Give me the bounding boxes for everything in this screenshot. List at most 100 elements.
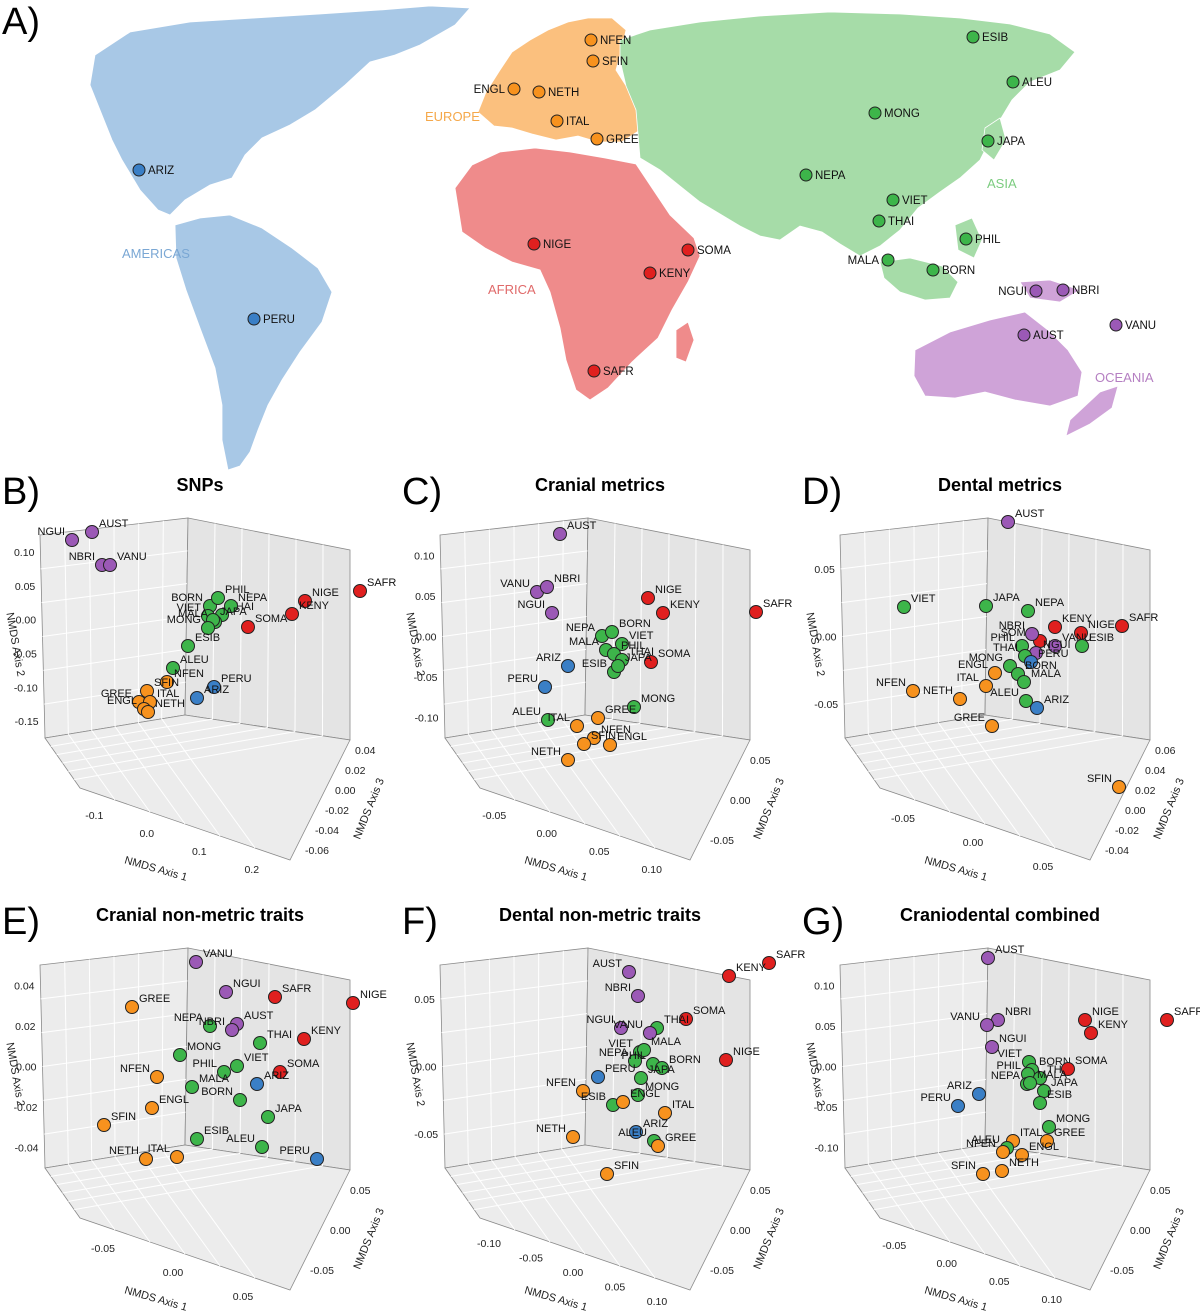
point-label-keny: KENY — [311, 1025, 342, 1037]
point-label-phil: PHIL — [622, 1050, 646, 1062]
point-label-neth: NETH — [531, 746, 561, 758]
z-tick-label: -0.05 — [710, 1265, 734, 1277]
grid-line — [474, 735, 723, 781]
point-aleu — [255, 1140, 269, 1154]
point-vanu — [103, 558, 117, 572]
x-tick-label: 0.10 — [642, 864, 663, 876]
point-mala — [1023, 1076, 1037, 1090]
point-label-mong: MONG — [187, 1041, 221, 1053]
point-label-vanu: VANU — [950, 1011, 980, 1023]
map-marker-neth — [532, 85, 546, 99]
x-tick-label: 0.1 — [192, 846, 207, 858]
map-marker-japa — [981, 134, 995, 148]
map-marker-nepa — [799, 168, 813, 182]
point-label-japa: JAPA — [275, 1103, 302, 1115]
map-marker-soma — [681, 243, 695, 257]
grid-line — [322, 974, 324, 1166]
panel-letter: D) — [802, 471, 842, 513]
x-tick-label: 0.00 — [937, 1258, 958, 1270]
x-axis-title: NMDS Axis 1 — [523, 854, 589, 883]
y-tick-label: -0.05 — [13, 648, 37, 660]
point-label-keny: KENY — [1062, 613, 1093, 625]
grid-line — [114, 1156, 186, 1255]
point-ariz — [190, 691, 204, 705]
grid-line — [1012, 953, 1016, 1150]
point-label-aust: AUST — [1015, 508, 1045, 520]
panel-a-letter: A) — [2, 1, 40, 43]
grid-line — [1067, 963, 1070, 1158]
point-neth — [139, 1152, 153, 1166]
y-tick-label: -0.10 — [815, 1143, 839, 1155]
grid-line — [56, 722, 241, 756]
grid-line — [856, 722, 1041, 756]
point-label-engl: ENGL — [617, 731, 647, 743]
point-label-viet: VIET — [609, 1038, 634, 1050]
grid-line — [1039, 958, 1043, 1154]
map-marker-gree — [590, 132, 604, 146]
z-tick-label: 0.05 — [350, 1185, 371, 1197]
x-axis-title: NMDS Axis 1 — [923, 1284, 989, 1313]
grid-line — [1067, 533, 1070, 728]
map-label-gree: GREE — [606, 134, 639, 146]
point-nbri — [631, 989, 645, 1003]
point-vanu — [1048, 639, 1062, 653]
point-ngui — [545, 606, 559, 620]
point-label-engl: ENGL — [958, 659, 988, 671]
z-tick-label: -0.02 — [325, 805, 349, 817]
point-label-gree: GREE — [605, 704, 636, 716]
point-keny — [1048, 620, 1062, 634]
point-label-neth: NETH — [923, 685, 953, 697]
point-engl — [145, 1101, 159, 1115]
point-label-neth: NETH — [1009, 1157, 1039, 1169]
point-label-japa: JAPA — [993, 592, 1020, 604]
point-esib — [1033, 1096, 1047, 1110]
grid-line — [514, 1156, 586, 1255]
z-tick-label: 0.04 — [1145, 765, 1166, 777]
y-tick-label: 0.00 — [416, 632, 437, 644]
panel-letter: E) — [2, 901, 40, 943]
point-gree — [985, 719, 999, 733]
point-ital — [570, 719, 584, 733]
point-label-gree: GREE — [101, 688, 132, 700]
point-neth — [566, 1130, 580, 1144]
point-nige — [298, 594, 312, 608]
point-label-japa: JAPA — [220, 606, 247, 618]
point-label-esib: ESIB — [1089, 632, 1114, 644]
point-ariz — [972, 1087, 986, 1101]
grid-line — [468, 731, 696, 772]
y-tick-label: 0.05 — [15, 581, 36, 593]
map-label-aleu: ALEU — [1022, 77, 1052, 89]
point-label-aust: AUST — [244, 1010, 274, 1022]
point-label-mala: MALA — [199, 1073, 230, 1085]
point-label-nepa: NEPA — [991, 1070, 1021, 1082]
grid-line — [74, 1165, 323, 1211]
point-label-vanu: VANU — [203, 948, 233, 960]
point-label-mala: MALA — [651, 1036, 682, 1048]
landmass-oceania-2 — [1065, 385, 1119, 437]
z-axis-title: NMDS Axis 3 — [352, 1207, 387, 1272]
point-aleu — [1019, 694, 1033, 708]
point-safr — [1160, 1013, 1174, 1027]
y-tick-label: 0.05 — [415, 591, 436, 603]
point-label-neth: NETH — [109, 1145, 139, 1157]
grid-line — [137, 722, 221, 837]
y-tick-label: -0.15 — [15, 716, 39, 728]
point-vanu — [189, 955, 203, 969]
point-ngui — [219, 985, 233, 999]
point-label-nbri: NBRI — [554, 573, 580, 585]
map-marker-born — [926, 263, 940, 277]
point-label-safr: SAFR — [367, 577, 396, 589]
point-label-ariz: ARIZ — [643, 1118, 668, 1130]
point-label-soma: SOMA — [255, 613, 288, 625]
map-marker-nfen — [584, 33, 598, 47]
point-label-vanu: VANU — [117, 551, 147, 563]
x-tick-label: 0.0 — [139, 828, 154, 840]
x-tick-label: 0.05 — [989, 1276, 1010, 1288]
point-ariz — [629, 1125, 643, 1139]
point-label-nbri: NBRI — [999, 620, 1025, 632]
map-label-mala: MALA — [848, 255, 880, 267]
panel-letter: F) — [402, 901, 438, 943]
z-tick-label: 0.00 — [730, 1225, 751, 1237]
point-mala — [637, 1043, 651, 1057]
grid-line — [450, 718, 613, 747]
